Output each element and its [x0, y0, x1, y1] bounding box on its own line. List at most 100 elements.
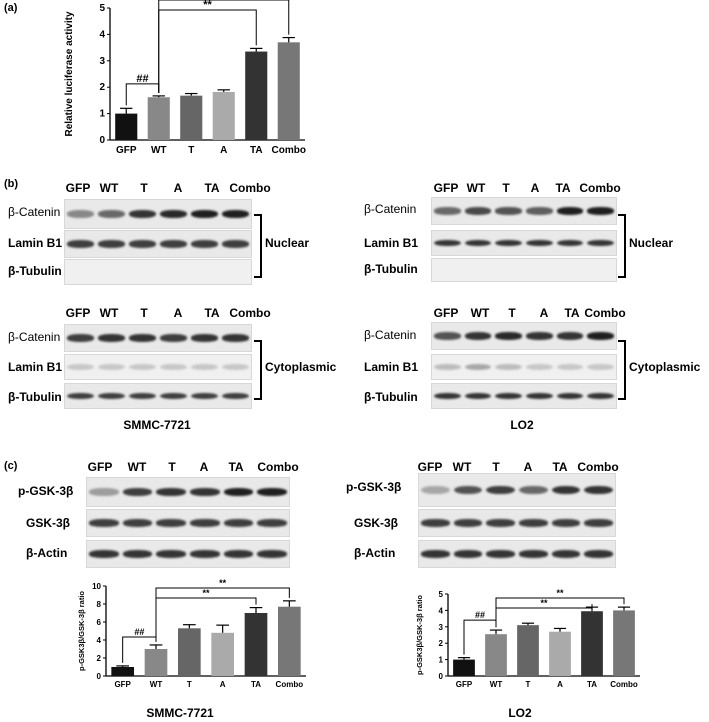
row-label: GSK-3β [354, 516, 398, 530]
significance-label: ** [219, 0, 228, 1]
blot-band [420, 485, 450, 495]
significance-label: ** [219, 578, 227, 588]
blot-band [464, 332, 492, 340]
blot-band [525, 392, 553, 400]
x-tick-label: T [187, 680, 192, 689]
blot-band [190, 488, 220, 496]
blot-band [556, 207, 584, 215]
row-label: Lamin B1 [364, 360, 419, 374]
blot-band [159, 363, 188, 371]
panel-label-a: (a) [4, 2, 18, 14]
y-axis-label: p-GSK3β/GSK-3β ratio [77, 591, 86, 671]
bar [245, 51, 268, 141]
x-tick-label: TA [250, 145, 263, 156]
blot-band [551, 550, 581, 558]
blot-band [556, 332, 584, 340]
lane-header-b-right-nuclear: GFP WT T A TA Combo [433, 181, 621, 195]
western-blot [431, 197, 617, 225]
blot-band [66, 334, 95, 342]
row-label: Lamin B1 [8, 236, 63, 250]
blot-band [587, 332, 615, 340]
blot-band [221, 392, 250, 400]
blot-band [122, 550, 153, 558]
western-blot [64, 354, 252, 380]
blot-band [156, 519, 186, 527]
cell-line-label: LO2 [508, 706, 532, 720]
blot-band [97, 392, 126, 400]
bar [613, 610, 635, 676]
blot-band [556, 239, 584, 247]
western-blot [431, 322, 617, 350]
blot-band [433, 239, 461, 247]
blot-band [159, 334, 188, 342]
blot-band [518, 550, 548, 558]
blot-band [464, 363, 492, 371]
lane-header-b-left-nuclear: GFP WT T A TA Combo [65, 181, 271, 195]
western-blot [64, 324, 252, 352]
x-tick-label: A [557, 680, 563, 689]
western-blot [418, 540, 616, 568]
x-tick-label: GFP [116, 145, 137, 156]
blot-band [587, 207, 615, 215]
significance-label: ## [134, 627, 144, 637]
x-tick-label: WT [151, 145, 167, 156]
row-label: p-GSK-3β [18, 484, 74, 498]
western-blot [418, 509, 616, 537]
bar [485, 634, 507, 676]
y-tick-label: 1 [99, 109, 105, 120]
blot-band [190, 392, 219, 400]
y-tick-label: 1 [439, 656, 444, 665]
lane-header-c-right: GFP WT T A TA Combo [417, 460, 619, 474]
blot-band [587, 239, 615, 247]
blot-band [433, 392, 461, 400]
bar [212, 91, 235, 140]
blot-band [156, 550, 186, 558]
blot-band [486, 485, 516, 495]
blot-band [518, 485, 548, 495]
blot-band [97, 363, 126, 371]
bar [581, 611, 603, 676]
blot-band [495, 392, 523, 400]
blot-band [66, 392, 95, 400]
panel-label-c: (c) [4, 460, 18, 472]
blot-band [495, 363, 523, 371]
fraction-bracket [618, 214, 626, 278]
western-blot [431, 383, 617, 409]
cell-line-label: SMMC-7721 [123, 418, 191, 432]
bar [180, 95, 203, 140]
row-label: β-Tubulin [8, 264, 62, 278]
blot-band [122, 519, 153, 527]
y-tick-label: 0 [97, 672, 102, 681]
y-tick-label: 8 [97, 600, 102, 609]
x-tick-label: T [526, 680, 531, 689]
western-blot [86, 477, 290, 507]
blot-band [156, 488, 186, 496]
blot-band [128, 334, 157, 342]
significance-label: ** [202, 588, 210, 598]
panel-label-b: (b) [4, 178, 19, 190]
x-tick-label: TA [251, 680, 261, 689]
blot-band [66, 210, 95, 218]
row-label: β-Catenin [364, 202, 417, 216]
blot-band [453, 519, 483, 527]
row-label: β-Tubulin [364, 262, 418, 276]
bar [178, 628, 201, 676]
blot-band [495, 239, 523, 247]
bar [277, 42, 300, 140]
blot-band [221, 334, 250, 342]
row-label: p-GSK-3β [346, 480, 402, 494]
bar [453, 659, 475, 676]
blot-band [584, 485, 614, 495]
blot-band [66, 363, 95, 371]
blot-band [128, 240, 157, 248]
blot-band [257, 488, 287, 496]
blot-band [453, 485, 483, 495]
blot-band [464, 392, 492, 400]
y-tick-label: 4 [439, 606, 444, 615]
blot-band [525, 239, 553, 247]
bar [147, 97, 170, 140]
blot-band [525, 332, 553, 340]
blot-band [257, 519, 287, 527]
blot-band [66, 240, 95, 248]
